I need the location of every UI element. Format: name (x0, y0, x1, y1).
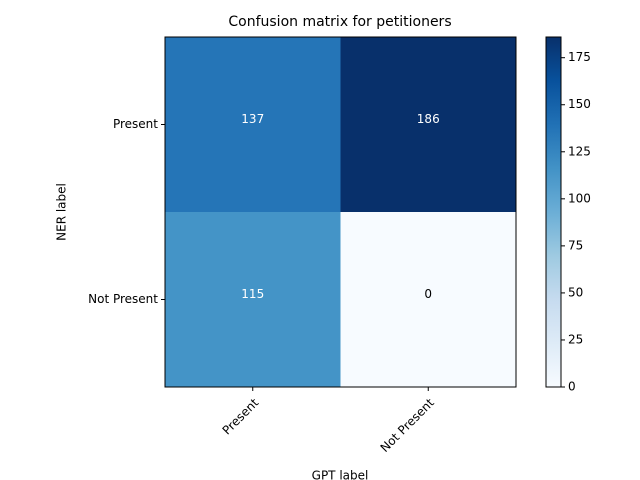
plot-frame (164, 36, 517, 388)
colorbar (545, 36, 562, 388)
colorbar-tick-label: 100 (568, 191, 591, 205)
y-tick-label: Not Present (88, 292, 158, 306)
colorbar-tick-label: 0 (568, 380, 576, 394)
colorbar-tick-label: 50 (568, 285, 583, 299)
colorbar-tick-label: 125 (568, 144, 591, 158)
cell-label: 137 (241, 112, 264, 126)
cell-label: 0 (424, 287, 432, 301)
cell-label: 115 (241, 287, 264, 301)
x-tick-label: Not Present (378, 395, 438, 455)
y-tick-label: Present (113, 117, 158, 131)
cell (165, 212, 341, 388)
cell (340, 212, 517, 388)
colorbar-tick-label: 75 (568, 238, 583, 252)
colorbar-tick-label: 150 (568, 97, 591, 111)
x-tick-label: Present (220, 395, 262, 437)
cell-label: 186 (417, 112, 440, 126)
y-axis-label: NER label (55, 183, 69, 241)
x-axis-label: GPT label (312, 469, 369, 480)
colorbar-tick-label: 25 (568, 332, 583, 346)
colorbar-tick-label: 175 (568, 50, 591, 64)
cell (165, 37, 341, 213)
chart-title: Confusion matrix for petitioners (228, 14, 451, 30)
cell (340, 37, 517, 213)
